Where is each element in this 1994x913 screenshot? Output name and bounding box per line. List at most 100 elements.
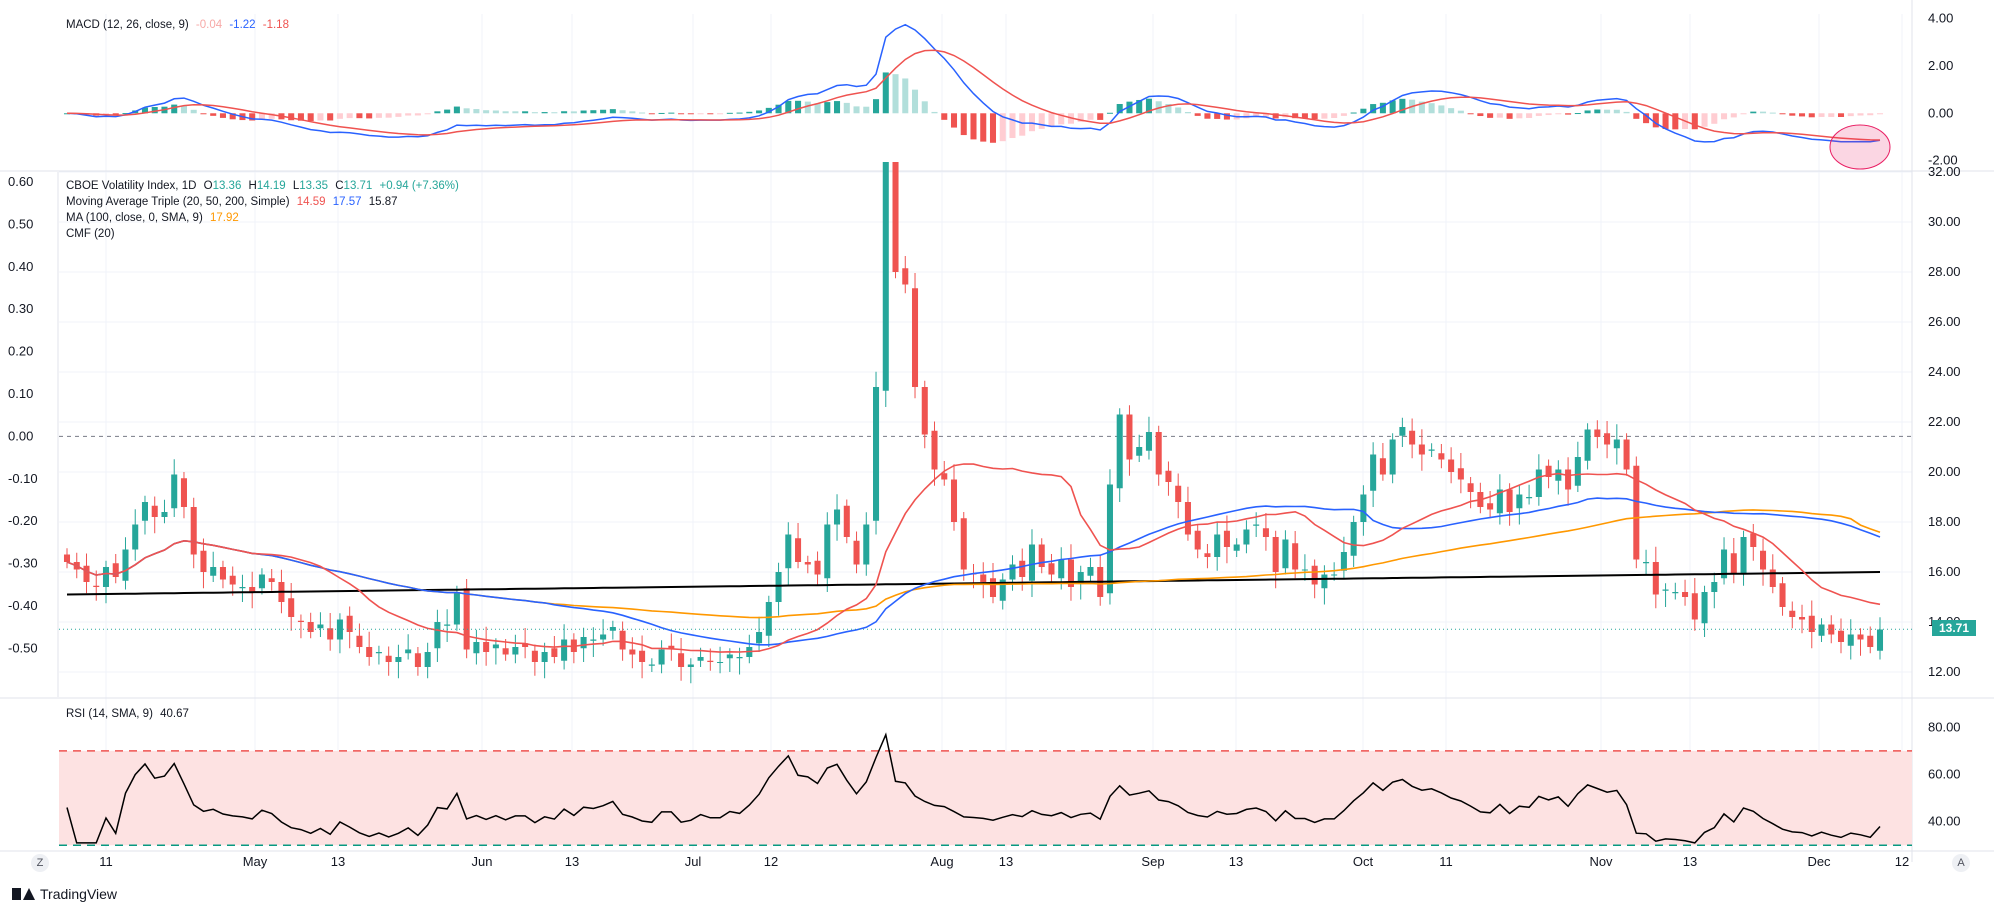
candle-body [1789,610,1796,617]
rsi-pane[interactable] [59,732,1912,847]
candle-body [921,387,928,435]
candle [834,494,841,541]
macd-histogram-bar [229,113,236,120]
candle-body [980,574,987,582]
candle-body [1136,447,1143,456]
candle [1623,433,1630,476]
macd-histogram-bar [1165,103,1172,114]
cmf-tick-label: 0.20 [8,344,33,359]
candle [190,497,197,569]
tradingview-logo[interactable]: TradingView [12,886,117,902]
macd-histogram-bar [1760,111,1767,114]
candle [483,626,490,666]
candle [63,548,71,569]
candle [1379,443,1386,481]
cmf-tick-label: -0.10 [8,471,38,486]
candle [1467,477,1474,509]
candle [999,573,1006,610]
candle-body [1272,537,1279,572]
candle [473,629,480,665]
macd-histogram-bar [1389,100,1396,114]
candle [307,612,314,639]
ma100-line [66,509,1881,619]
macd-signal-value: -1.18 [262,19,289,31]
candle [414,647,421,676]
macd-histogram-bar [1662,113,1669,129]
candle [444,609,451,642]
candle-body [1565,469,1572,490]
candle-body [1077,572,1084,584]
macd-histogram-bar [1857,113,1864,116]
candle [346,606,353,649]
candle-body [502,648,509,655]
candle [229,566,236,596]
candle-body [600,634,607,640]
auto-scale-z-button[interactable]: Z [31,854,49,872]
candle [1262,513,1269,551]
macd-histogram-bar [297,113,304,121]
candle [687,658,694,684]
macd-histogram-bar [1399,98,1406,114]
candle-body [639,650,646,662]
price-pane[interactable] [59,162,1912,684]
candle [151,496,158,534]
candle [1574,441,1581,492]
macd-histogram-bar [1565,113,1572,115]
macd-histogram-bar [522,111,529,114]
macd-histogram-bar [834,101,841,114]
candle [1584,423,1591,470]
candle [1399,417,1406,447]
rsi-tick-label: 80.00 [1928,719,1961,734]
macd-histogram-bar [1535,113,1542,116]
macd-histogram-bar [1175,107,1182,114]
candle [1448,447,1455,484]
candle-body [1340,552,1347,571]
candle [1837,618,1845,654]
candle-body [561,639,568,661]
macd-histogram-bar [804,101,811,114]
macd-histogram-bar [317,113,324,121]
candle-body [1613,439,1620,449]
candle [1730,538,1737,584]
symbol-title: CBOE Volatility Index, 1D [66,180,197,192]
macd-histogram-bar [1545,113,1552,116]
rsi-legend: RSI (14, SMA, 9) 40.67 [66,706,193,722]
candle-body [1818,624,1825,636]
macd-histogram-bar [190,109,197,114]
candle-body [843,505,850,537]
macd-histogram-bar [1370,104,1377,114]
candle-body [63,554,71,562]
candle-body [1876,629,1884,651]
candle [1067,544,1074,601]
candle [405,634,412,660]
x-tick-label: 12 [764,854,778,869]
cmf-tick-label: -0.30 [8,556,38,571]
macd-histogram-bar [1448,108,1455,114]
candle-body [668,645,675,650]
macd-histogram-bar [375,113,382,118]
macd-histogram-bar [970,113,977,140]
x-tick-label: 13 [565,854,579,869]
macd-histogram-bar [580,110,587,114]
auto-scale-a-button[interactable]: A [1952,854,1970,872]
candle [434,609,441,662]
candle [873,371,880,535]
candle-body [297,620,304,622]
price-legend: CBOE Volatility Index, 1D O13.36 H14.19 … [66,178,463,242]
macd-histogram-bar [1555,113,1562,115]
candle [775,562,782,616]
candle-body [1779,583,1786,607]
macd-histogram-bar [424,113,431,115]
macd-histogram-bar [1477,113,1484,117]
macd-histogram-bar [1311,113,1318,120]
macd-pane[interactable] [63,23,1891,170]
candle-body [1379,458,1386,475]
macd-histogram-bar [1038,113,1045,129]
candle-body [414,653,421,667]
candle-body [911,288,919,387]
candle [1594,420,1601,449]
candle-body [1399,427,1406,436]
candle [1711,572,1718,609]
candle [678,638,685,681]
